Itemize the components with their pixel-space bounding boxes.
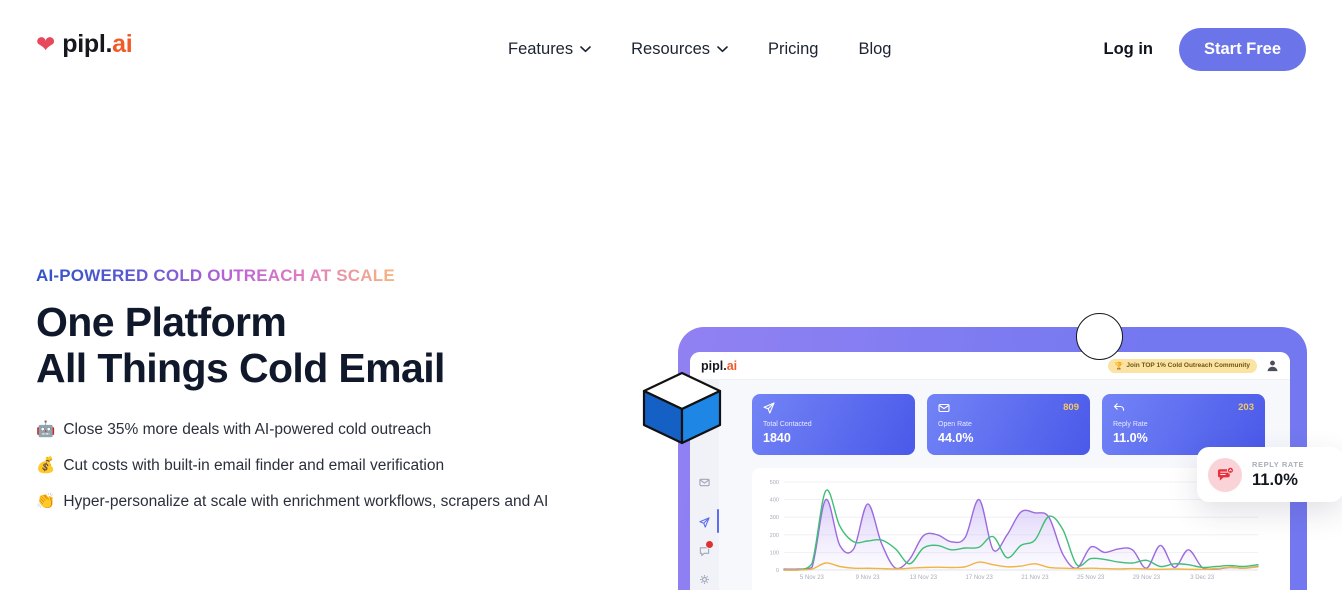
heart-icon: ❤ bbox=[36, 31, 56, 57]
sidebar-gear-icon bbox=[699, 572, 710, 590]
nav-item-features[interactable]: Features bbox=[508, 40, 591, 59]
svg-text:5 Nov 23: 5 Nov 23 bbox=[800, 575, 825, 581]
svg-text:500: 500 bbox=[770, 480, 779, 486]
reply-chat-icon bbox=[1208, 457, 1242, 492]
svg-text:9 Nov 23: 9 Nov 23 bbox=[856, 575, 881, 581]
reply-icon bbox=[1113, 403, 1125, 411]
envelope-icon bbox=[938, 403, 950, 413]
header-actions: Log in Start Free bbox=[1104, 0, 1306, 98]
chevron-down-icon bbox=[717, 45, 728, 52]
mockup-logo: pipl.ai bbox=[701, 358, 738, 373]
sidebar-inbox-icon bbox=[699, 475, 710, 493]
svg-text:21 Nov 23: 21 Nov 23 bbox=[1021, 575, 1049, 581]
stat-value: 44.0% bbox=[938, 431, 974, 445]
hero-bullets: 🤖 Close 35% more deals with AI-powered co… bbox=[36, 412, 584, 520]
robot-icon: 🤖 bbox=[36, 421, 56, 438]
sidebar-send-icon bbox=[699, 515, 710, 533]
svg-text:13 Nov 23: 13 Nov 23 bbox=[910, 575, 938, 581]
svg-text:25 Nov 23: 25 Nov 23 bbox=[1077, 575, 1105, 581]
nav-item-label: Resources bbox=[631, 39, 710, 58]
reply-rate-value: 11.0% bbox=[1252, 470, 1298, 489]
stat-label: Open Rate bbox=[938, 421, 972, 428]
svg-text:3 Dec 23: 3 Dec 23 bbox=[1190, 575, 1215, 581]
hero-section: AI-POWERED COLD OUTREACH AT SCALE One Pl… bbox=[36, 266, 616, 520]
hero-title-line2: All Things Cold Email bbox=[36, 345, 445, 391]
sidebar-active-indicator bbox=[716, 509, 719, 533]
notification-dot bbox=[705, 540, 714, 549]
mockup-topbar: pipl.ai 🏆 Join TOP 1% Cold Outreach Comm… bbox=[690, 352, 1290, 380]
svg-text:0: 0 bbox=[776, 568, 779, 574]
hero-title: One Platform All Things Cold Email bbox=[36, 299, 616, 391]
stat-count: 809 bbox=[1063, 402, 1079, 413]
svg-text:300: 300 bbox=[770, 515, 779, 521]
login-link[interactable]: Log in bbox=[1103, 39, 1153, 58]
brand-logo[interactable]: ❤ pipl.ai bbox=[36, 30, 133, 59]
nav-item-resources[interactable]: Resources bbox=[631, 40, 728, 59]
nav-item-label: Blog bbox=[858, 39, 892, 58]
send-icon bbox=[763, 402, 775, 414]
chevron-down-icon bbox=[580, 45, 591, 52]
hero-bullet: 🤖 Close 35% more deals with AI-powered co… bbox=[36, 421, 432, 438]
sidebar-chat-icon bbox=[699, 540, 714, 562]
stat-count: 203 bbox=[1238, 402, 1254, 413]
stat-value: 11.0% bbox=[1113, 431, 1148, 445]
hero-title-line1: One Platform bbox=[36, 299, 287, 345]
stat-value: 1840 bbox=[763, 431, 791, 445]
stat-card-open-rate: 809 Open Rate 44.0% bbox=[927, 394, 1090, 455]
nav-item-label: Features bbox=[508, 39, 574, 58]
main-nav: Features Resources Pricing Blog bbox=[508, 0, 891, 98]
svg-text:400: 400 bbox=[770, 498, 779, 504]
svg-text:29 Nov 23: 29 Nov 23 bbox=[1133, 575, 1161, 581]
reply-rate-label: REPLY RATE bbox=[1252, 459, 1305, 469]
hero-eyebrow: AI-POWERED COLD OUTREACH AT SCALE bbox=[36, 266, 395, 285]
money-bag-icon: 💰 bbox=[36, 457, 56, 474]
brand-name: pipl.ai bbox=[62, 30, 133, 58]
start-free-button[interactable]: Start Free bbox=[1179, 27, 1306, 71]
stat-card-reply-rate: 203 Reply Rate 11.0% bbox=[1102, 394, 1265, 455]
traffic-chart: 0 100 200 300 400 500 5 Nov 23 9 Nov 23 13 Nov 2… bbox=[770, 480, 1259, 581]
avatar-icon bbox=[1266, 359, 1279, 372]
nav-item-pricing[interactable]: Pricing bbox=[768, 40, 818, 59]
cube-decoration bbox=[642, 371, 722, 445]
community-badge: 🏆 Join TOP 1% Cold Outreach Community bbox=[1107, 358, 1257, 373]
trophy-icon: 🏆 bbox=[1114, 362, 1124, 370]
dashboard-mockup: pipl.ai 🏆 Join TOP 1% Cold Outreach Comm… bbox=[690, 352, 1290, 590]
hero-bullet: 💰 Cut costs with built-in email finder an… bbox=[36, 457, 445, 474]
header: ❤ pipl.ai Features Resources Pricing Blo… bbox=[0, 0, 1342, 98]
hero-bullet: 👏 Hyper-personalize at scale with enrichm… bbox=[36, 493, 549, 510]
traffic-chart-panel: 0 100 200 300 400 500 5 Nov 23 9 Nov 23 13 Nov 2… bbox=[752, 468, 1290, 590]
svg-text:100: 100 bbox=[770, 550, 779, 556]
svg-text:17 Nov 23: 17 Nov 23 bbox=[965, 575, 993, 581]
nav-item-label: Pricing bbox=[768, 39, 819, 58]
stat-label: Total Contacted bbox=[763, 421, 812, 428]
stat-card-total-contacted: Total Contacted 1840 bbox=[752, 394, 915, 455]
reply-rate-card: REPLY RATE 11.0% bbox=[1197, 447, 1342, 502]
circle-decoration bbox=[1076, 313, 1123, 360]
nav-item-blog[interactable]: Blog bbox=[858, 40, 891, 59]
stat-cards: Total Contacted 1840 809 Open Rate 44.0%… bbox=[752, 394, 1265, 455]
stat-label: Reply Rate bbox=[1113, 421, 1148, 428]
clap-icon: 👏 bbox=[36, 493, 56, 510]
svg-text:200: 200 bbox=[770, 533, 779, 539]
